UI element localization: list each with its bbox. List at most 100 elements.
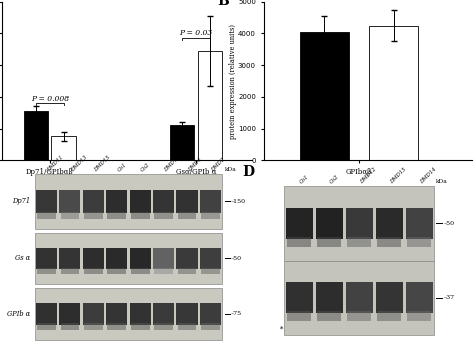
Bar: [84, 324, 103, 330]
Bar: [36, 248, 57, 269]
Text: DMD12: DMD12: [359, 166, 377, 185]
Bar: [130, 190, 151, 213]
FancyBboxPatch shape: [35, 174, 222, 229]
Bar: [61, 268, 79, 274]
Bar: [154, 324, 173, 330]
Bar: [106, 248, 128, 269]
Text: –37: –37: [444, 295, 455, 300]
Text: DMD2: DMD2: [210, 157, 226, 172]
Bar: [37, 268, 56, 274]
Bar: [178, 324, 196, 330]
Bar: [154, 268, 173, 274]
Bar: [83, 190, 104, 213]
Bar: [347, 237, 371, 247]
Text: P = 0.008: P = 0.008: [31, 95, 69, 103]
Bar: [178, 211, 196, 218]
Bar: [406, 208, 433, 239]
Legend: controls (n = 7), DMD (n = 14): controls (n = 7), DMD (n = 14): [313, 195, 422, 205]
Text: DMD14: DMD14: [419, 166, 438, 185]
Bar: [106, 303, 128, 325]
Bar: [83, 303, 104, 325]
Bar: [377, 311, 401, 321]
Bar: [130, 303, 151, 325]
Bar: [59, 248, 81, 269]
Bar: [286, 282, 313, 313]
Bar: [131, 268, 149, 274]
Bar: [61, 324, 79, 330]
FancyBboxPatch shape: [35, 233, 222, 284]
Bar: [154, 211, 173, 218]
Bar: [130, 248, 151, 269]
Bar: [84, 268, 103, 274]
Text: kDa: kDa: [225, 167, 237, 172]
Bar: [286, 208, 313, 239]
Bar: [106, 190, 128, 213]
Legend: controls (n = 7), DMD (n = 14): controls (n = 7), DMD (n = 14): [53, 195, 162, 205]
FancyBboxPatch shape: [284, 186, 434, 260]
Bar: [52, 136, 75, 160]
Bar: [170, 126, 194, 160]
Text: DMD14: DMD14: [164, 154, 182, 172]
Bar: [376, 282, 403, 313]
Bar: [61, 211, 79, 218]
Bar: [153, 190, 174, 213]
Bar: [37, 324, 56, 330]
Bar: [347, 311, 371, 321]
Text: Gs α: Gs α: [15, 255, 30, 263]
Bar: [200, 303, 221, 325]
Text: DMD13: DMD13: [70, 154, 88, 172]
Bar: [37, 211, 56, 218]
Bar: [406, 282, 433, 313]
Bar: [176, 248, 198, 269]
Text: –50: –50: [444, 221, 455, 226]
Bar: [316, 208, 343, 239]
Bar: [153, 303, 174, 325]
Text: Co2: Co2: [140, 161, 151, 172]
Text: Co1: Co1: [299, 174, 310, 185]
Text: Dp71: Dp71: [12, 197, 30, 206]
Bar: [59, 303, 81, 325]
Text: kDa: kDa: [436, 179, 448, 185]
Bar: [131, 211, 149, 218]
Text: *: *: [280, 325, 283, 333]
Bar: [178, 268, 196, 274]
Bar: [369, 26, 418, 160]
Text: DMD11: DMD11: [46, 154, 64, 172]
Bar: [407, 237, 431, 247]
Bar: [24, 111, 48, 160]
Bar: [407, 311, 431, 321]
Bar: [176, 190, 198, 213]
Bar: [316, 282, 343, 313]
Y-axis label: protein expression (relative units): protein expression (relative units): [228, 23, 237, 139]
Bar: [201, 324, 220, 330]
Text: D: D: [243, 165, 255, 179]
Text: Co1: Co1: [117, 161, 128, 172]
Bar: [36, 190, 57, 213]
Bar: [287, 237, 311, 247]
Bar: [201, 268, 220, 274]
Text: B: B: [218, 0, 229, 8]
Bar: [131, 324, 149, 330]
Bar: [59, 190, 81, 213]
Bar: [176, 303, 198, 325]
Bar: [108, 324, 126, 330]
Bar: [346, 282, 373, 313]
Text: Co2: Co2: [329, 174, 340, 185]
Bar: [153, 248, 174, 269]
Text: DMD15: DMD15: [389, 166, 407, 185]
Bar: [198, 51, 222, 160]
Bar: [84, 211, 103, 218]
Text: –50: –50: [231, 256, 242, 261]
Text: P = 0.03: P = 0.03: [180, 29, 213, 37]
Bar: [36, 303, 57, 325]
Bar: [108, 268, 126, 274]
Text: GPIb α: GPIb α: [7, 310, 30, 318]
Bar: [346, 208, 373, 239]
Bar: [317, 237, 341, 247]
Text: DMD15: DMD15: [93, 154, 111, 172]
Bar: [200, 190, 221, 213]
Bar: [300, 32, 348, 160]
Bar: [376, 208, 403, 239]
Text: DMD4: DMD4: [187, 157, 203, 172]
Bar: [108, 211, 126, 218]
